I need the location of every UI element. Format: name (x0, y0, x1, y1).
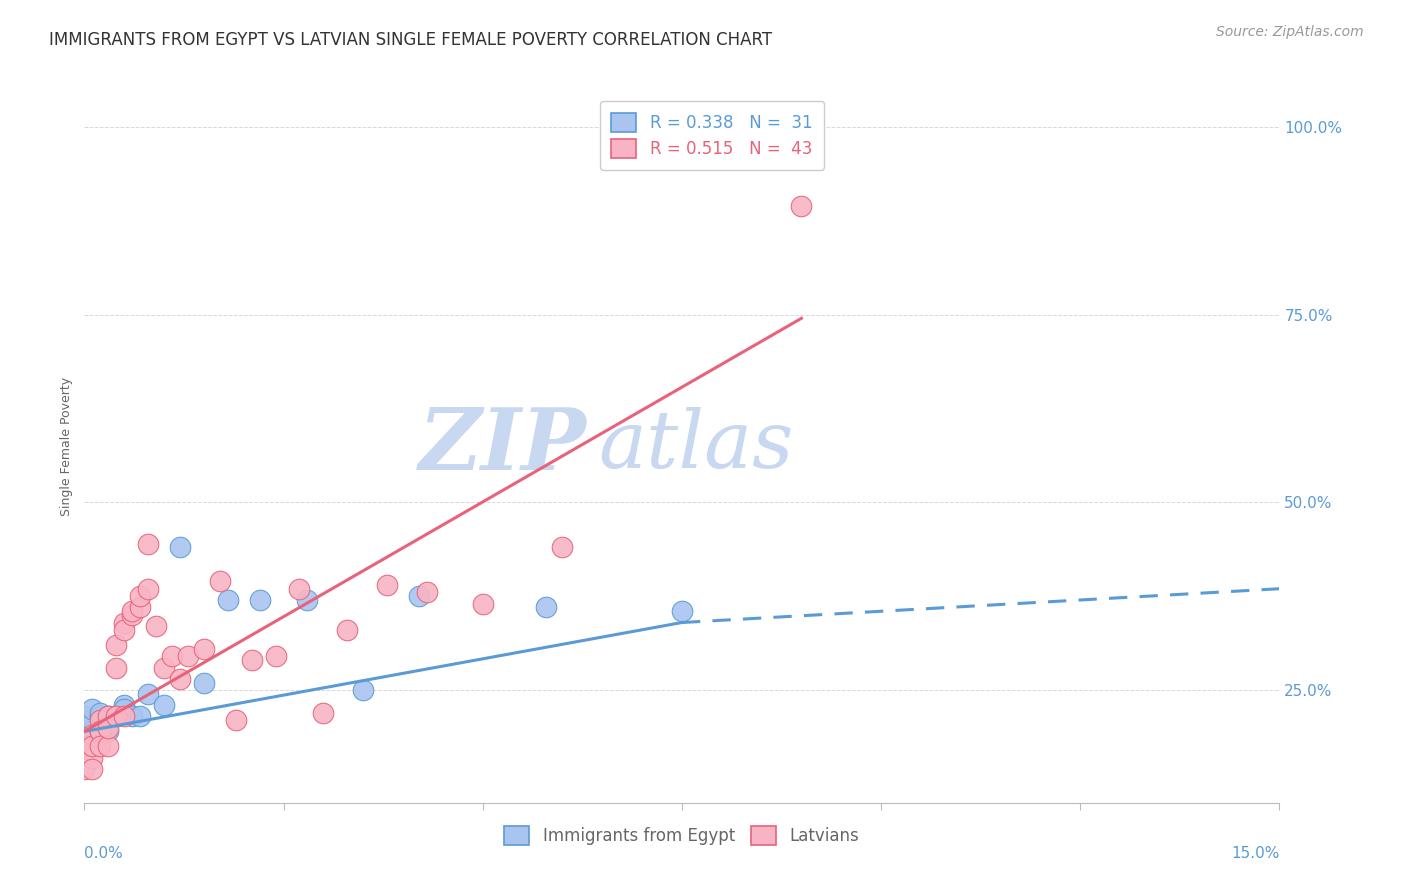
Point (671, 604, 693, 618)
Point (471, 597, 494, 611)
Point (89, 739, 111, 754)
Point (105, 709, 128, 723)
Point (82, 762, 104, 776)
Point (121, 604, 143, 618)
Point (89, 724, 111, 739)
Point (97, 721, 120, 735)
Point (408, 589, 430, 603)
Point (136, 536, 159, 550)
Point (97, 717, 120, 731)
Point (82, 731, 104, 746)
Point (169, 541, 191, 555)
Point (217, 593, 239, 607)
Point (160, 649, 183, 664)
Point (416, 585, 439, 599)
Y-axis label: Single Female Poverty: Single Female Poverty (60, 376, 73, 516)
Point (193, 641, 215, 656)
Point (89, 709, 111, 723)
Point (82, 713, 104, 727)
Point (97, 709, 120, 723)
Point (112, 615, 135, 630)
Point (121, 709, 143, 723)
Text: Source: ZipAtlas.com: Source: ZipAtlas.com (1216, 25, 1364, 39)
Point (73, 709, 96, 723)
Point (153, 660, 176, 674)
Point (97, 709, 120, 723)
Point (193, 675, 215, 690)
Point (249, 593, 271, 607)
Point (82, 702, 104, 716)
Point (105, 709, 128, 723)
Point (375, 578, 398, 592)
Point (790, 199, 813, 213)
Point (145, 619, 167, 633)
Point (112, 698, 135, 713)
Point (89, 721, 111, 735)
Point (82, 739, 104, 754)
Point (297, 593, 319, 607)
Point (82, 750, 104, 764)
Point (129, 589, 152, 603)
Point (240, 653, 263, 667)
Point (208, 574, 231, 589)
Point (312, 706, 335, 720)
Point (73, 739, 96, 754)
Point (105, 660, 128, 674)
Point (97, 724, 120, 739)
Point (336, 623, 359, 637)
Point (129, 709, 152, 723)
Point (177, 649, 200, 664)
Point (73, 724, 96, 739)
Point (82, 717, 104, 731)
Text: 0.0%: 0.0% (84, 846, 124, 861)
Point (112, 702, 135, 716)
Point (89, 724, 111, 739)
Point (136, 687, 159, 701)
Point (551, 541, 574, 555)
Point (73, 762, 96, 776)
Point (153, 698, 176, 713)
Point (112, 709, 135, 723)
Point (225, 713, 247, 727)
Point (121, 607, 143, 622)
Point (105, 709, 128, 723)
Point (169, 672, 191, 686)
Point (264, 649, 287, 664)
Text: 15.0%: 15.0% (1232, 846, 1279, 861)
Point (136, 582, 159, 596)
Point (105, 638, 128, 652)
Point (89, 724, 111, 739)
Point (97, 739, 120, 754)
Point (82, 724, 104, 739)
Legend: Immigrants from Egypt, Latvians: Immigrants from Egypt, Latvians (498, 819, 866, 852)
Point (82, 728, 104, 742)
Text: atlas: atlas (599, 408, 793, 484)
Point (288, 582, 311, 596)
Text: IMMIGRANTS FROM EGYPT VS LATVIAN SINGLE FEMALE POVERTY CORRELATION CHART: IMMIGRANTS FROM EGYPT VS LATVIAN SINGLE … (49, 31, 772, 49)
Point (89, 713, 111, 727)
Point (129, 600, 152, 615)
Point (89, 706, 111, 720)
Point (112, 623, 135, 637)
Point (352, 683, 374, 698)
Point (536, 600, 558, 615)
Text: ZIP: ZIP (419, 404, 586, 488)
